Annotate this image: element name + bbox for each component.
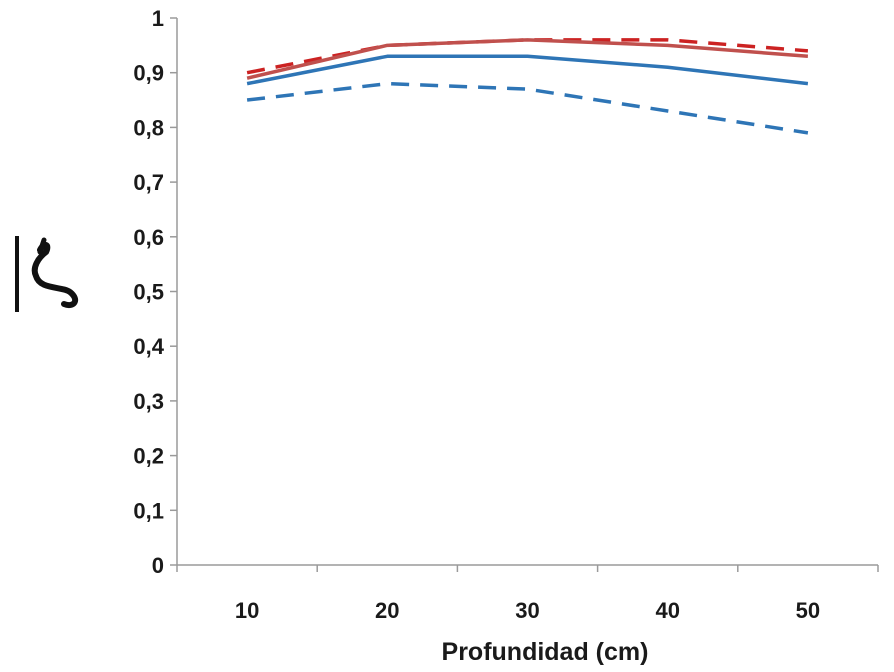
y-tick-label: 0,3 [133,389,164,414]
x-tick-label: 30 [515,598,539,623]
y-axis-symbol-hook [37,237,47,255]
x-axis-title: Profundidad (cm) [442,638,649,666]
y-tick-label: 0,2 [133,444,164,469]
y-tick-label: 0,9 [133,61,164,86]
x-ticks: 10 20 30 40 50 [176,565,879,623]
y-tick-label: 1 [152,6,164,31]
y-tick-label: 0,4 [133,334,164,359]
x-tick-label: 40 [655,598,679,623]
series-line-1 [246,38,809,75]
y-tick-label: 0,1 [133,498,164,523]
x-tick-label: 10 [235,598,259,623]
x-tick-label: 50 [796,598,820,623]
series-line-2 [246,38,809,80]
y-axis-title-symbol [15,236,79,312]
x-tick-label: 20 [375,598,399,623]
series-line-4 [246,81,809,135]
y-tick-label: 0,5 [133,280,164,305]
y-tick-label: 0,7 [133,170,164,195]
series-line-3 [246,54,809,86]
y-tick-label: 0,6 [133,225,164,250]
y-tick-label: 0 [152,553,164,578]
series-group [246,38,809,135]
axes [176,18,878,566]
y-tick-label: 0,8 [133,115,164,140]
y-axis-symbol-glyph [31,242,79,308]
y-ticks: 0 0,1 0,2 0,3 0,4 0,5 0,6 0,7 0,8 0,9 1 [133,6,177,578]
